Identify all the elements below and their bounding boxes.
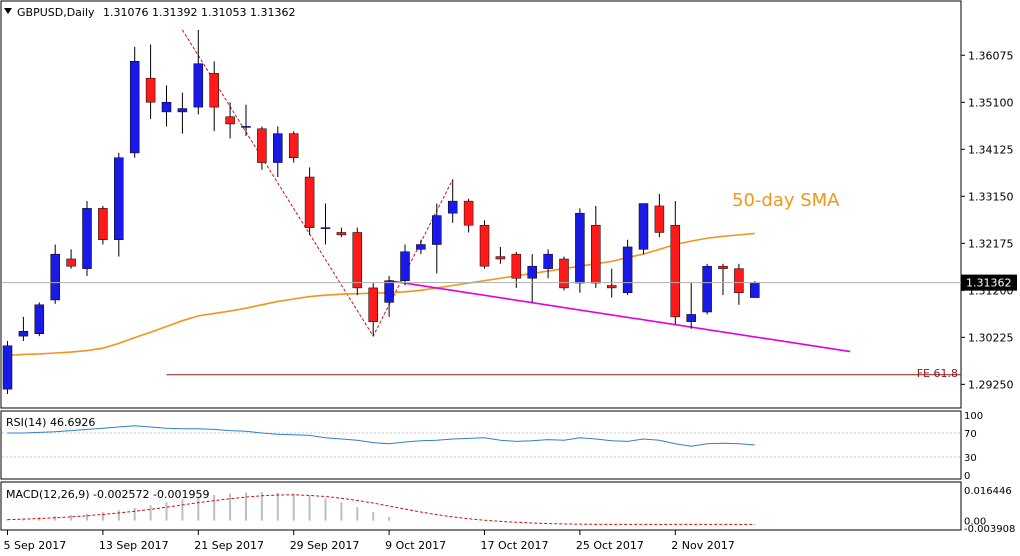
bull-candle bbox=[241, 126, 251, 128]
bear-candle bbox=[718, 265, 728, 269]
bull-candle bbox=[638, 203, 649, 250]
fe-label: FE 61.8 bbox=[917, 367, 958, 380]
bull-candle bbox=[320, 227, 331, 229]
bull-candle bbox=[34, 304, 45, 334]
bear-candle bbox=[257, 128, 267, 163]
rsi-panel-frame bbox=[0, 410, 962, 480]
rsi-label: RSI(14) 46.6926 bbox=[6, 416, 95, 429]
time-tick-label: 25 Oct 2017 bbox=[576, 539, 644, 552]
bear-candle bbox=[352, 232, 363, 289]
time-tick-label: 21 Sep 2017 bbox=[194, 539, 264, 552]
bull-candle bbox=[114, 157, 124, 240]
rsi-level-label: 0 bbox=[964, 471, 970, 482]
bear-candle bbox=[288, 133, 299, 158]
bear-candle bbox=[670, 224, 681, 318]
macd-signal-path bbox=[7, 494, 755, 525]
last-price-label: 1.31362 bbox=[966, 277, 1012, 290]
bull-candle bbox=[400, 251, 410, 281]
triangle-marker-icon bbox=[4, 8, 12, 14]
symbol-label: GBPUSD,Daily bbox=[17, 6, 95, 19]
bull-candle bbox=[686, 314, 696, 322]
bull-candle bbox=[2, 345, 13, 390]
bear-candle bbox=[606, 285, 617, 289]
bear-candle bbox=[304, 176, 315, 228]
bull-candle bbox=[527, 265, 537, 279]
macd-label: MACD(12,26,9) -0.002572 -0.001959 bbox=[6, 488, 209, 501]
time-tick-label: 9 Oct 2017 bbox=[385, 539, 446, 552]
macd-tick-label: 0.016446 bbox=[964, 486, 1012, 497]
price-tick-label: 1.30225 bbox=[968, 331, 1014, 344]
bull-candle bbox=[750, 282, 760, 298]
last-price-box bbox=[961, 274, 1017, 291]
bull-candle bbox=[161, 102, 172, 113]
bull-candle bbox=[129, 61, 140, 154]
bear-candle bbox=[479, 224, 490, 267]
bear-candle bbox=[98, 208, 108, 240]
bull-candle bbox=[447, 200, 458, 214]
bull-candle bbox=[622, 246, 633, 293]
time-tick-label: 17 Oct 2017 bbox=[481, 539, 549, 552]
bull-candle bbox=[432, 215, 442, 245]
bull-candle bbox=[543, 253, 553, 269]
bull-candle bbox=[575, 212, 585, 284]
price-tick-label: 1.29250 bbox=[968, 378, 1014, 391]
bull-candle bbox=[18, 331, 29, 337]
bear-candle bbox=[654, 205, 665, 233]
price-tick-label: 1.36075 bbox=[968, 49, 1014, 62]
bull-candle bbox=[177, 108, 188, 113]
bear-candle bbox=[495, 256, 506, 260]
price-tick-label: 1.34125 bbox=[968, 143, 1014, 156]
rsi-level-label: 70 bbox=[964, 429, 977, 440]
bear-candle bbox=[591, 224, 601, 284]
main-panel-frame bbox=[0, 0, 962, 409]
macd-panel-frame bbox=[0, 481, 962, 531]
bear-candle bbox=[559, 258, 569, 289]
rsi-level-label: 100 bbox=[964, 411, 983, 422]
rsi-layer: 100 70 30 0 bbox=[2, 411, 983, 482]
bull-candle bbox=[193, 63, 204, 108]
time-tick-label: 13 Sep 2017 bbox=[99, 539, 169, 552]
sma-label: 50-day SMA bbox=[732, 190, 840, 211]
bear-candle bbox=[463, 200, 474, 226]
last-price-layer: 1.31362 bbox=[2, 274, 1017, 291]
bull-candle bbox=[50, 253, 60, 301]
bull-candle bbox=[384, 280, 394, 303]
bear-candle bbox=[66, 258, 76, 267]
bear-candle bbox=[145, 77, 156, 103]
bull-candle bbox=[82, 208, 92, 269]
trendline bbox=[388, 279, 851, 353]
price-axis: 1.360751.351001.341251.331501.321751.312… bbox=[961, 49, 1014, 391]
ohlc-values: 1.31076 1.31392 1.31053 1.31362 bbox=[103, 6, 295, 19]
time-tick-label: 5 Sep 2017 bbox=[4, 539, 67, 552]
bear-candle bbox=[511, 253, 522, 279]
time-tick-label: 2 Nov 2017 bbox=[671, 539, 734, 552]
bear-candle bbox=[368, 287, 378, 322]
macd-layer: 0.016446 0.00-0.003908 bbox=[6, 486, 1015, 535]
bull-candle bbox=[702, 265, 712, 313]
time-axis: 5 Sep 2017 13 Sep 2017 21 Sep 2017 29 Sep 2… bbox=[4, 530, 735, 552]
rsi-path bbox=[7, 425, 755, 447]
time-tick-label: 29 Sep 2017 bbox=[290, 539, 360, 552]
macd-tick-label: -0.003908 bbox=[964, 524, 1015, 535]
bull-candle bbox=[273, 133, 283, 163]
bear-candle bbox=[209, 73, 219, 108]
rsi-level-label: 30 bbox=[964, 453, 977, 464]
price-tick-label: 1.32175 bbox=[968, 237, 1014, 250]
price-tick-label: 1.33150 bbox=[968, 190, 1014, 203]
trendline-layer bbox=[388, 279, 851, 353]
price-tick-label: 1.35100 bbox=[968, 96, 1014, 109]
bear-candle bbox=[734, 268, 744, 293]
bear-candle bbox=[225, 116, 235, 125]
bull-candle bbox=[416, 244, 426, 250]
macd-tick-label: 0.00 bbox=[964, 517, 986, 528]
bear-candle bbox=[336, 232, 347, 236]
